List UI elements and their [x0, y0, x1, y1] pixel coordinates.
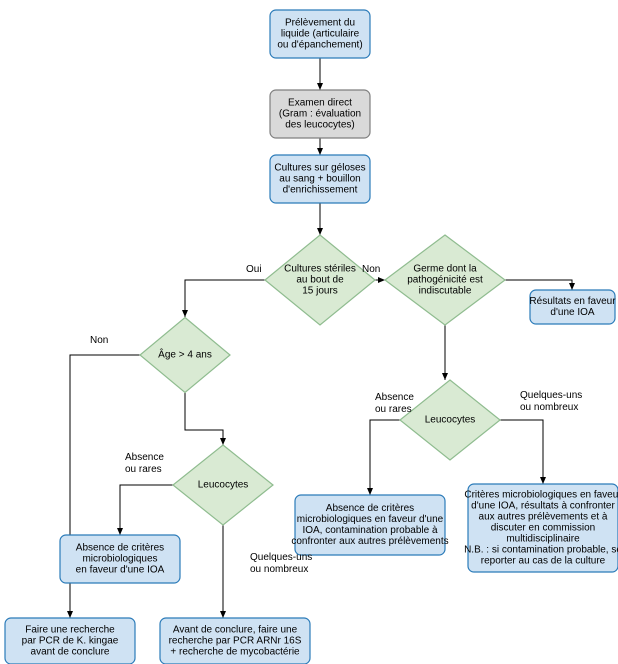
node-label: IOA, contamination probable à: [302, 525, 438, 536]
edge-label: ou nombreux: [520, 402, 578, 413]
node-label: des leucocytes): [285, 120, 354, 131]
node-label: pathogénicité est: [407, 275, 483, 286]
node-label: 15 jours: [302, 286, 338, 297]
edge-label: Quelques-uns: [520, 390, 582, 401]
edge-label: Non: [90, 335, 108, 346]
node-label: Prélèvement du: [285, 18, 355, 29]
node-label: avant de conclure: [31, 647, 110, 658]
node-label: Cultures stériles: [284, 264, 356, 275]
flow-edge: [120, 485, 173, 535]
edge-label: Non: [362, 264, 380, 275]
node-label: en faveur d'une IOA: [76, 565, 165, 576]
node-label: Germe dont la: [413, 264, 477, 275]
node-label: Absence de critères: [326, 503, 414, 514]
node-label: d'une IOA: [550, 307, 594, 318]
node-label: Âge > 4 ans: [158, 348, 212, 361]
node-label: Leucocytes: [425, 415, 476, 426]
node-label: microbiologiques: [82, 554, 157, 565]
node-label: Faire une recherche: [25, 625, 115, 636]
flow-edge: [185, 392, 223, 445]
flow-edge: [505, 280, 572, 290]
node-label: Leucocytes: [198, 480, 249, 491]
edge-label: ou rares: [375, 404, 412, 415]
flow-edge: [185, 280, 265, 317]
edge-label: ou nombreux: [250, 564, 308, 575]
flow-edge: [500, 420, 543, 484]
edge-label: ou rares: [125, 464, 162, 475]
node-label: d'enrichissement: [283, 185, 358, 196]
node-label: (Gram : évaluation: [279, 109, 361, 120]
node-label: Critères microbiologiques en faveur: [464, 490, 618, 501]
node-label: liquide (articulaire: [281, 29, 360, 40]
node-label: multidisciplinaire: [506, 534, 580, 545]
node-label: + recherche de mycobactérie: [170, 647, 300, 658]
node-label: au bout de: [296, 275, 344, 286]
node-label: au sang + bouillon: [279, 174, 360, 185]
node-label: reporter au cas de la culture: [481, 556, 606, 567]
edge-label: Quelques-uns: [250, 552, 312, 563]
node-label: recherche par PCR ARNr 16S: [169, 636, 302, 647]
flow-edge: [370, 420, 400, 495]
node-label: Avant de conclure, faire une: [173, 625, 298, 636]
node-label: ou d'épanchement): [277, 40, 362, 51]
node-label: Absence de critères: [76, 543, 164, 554]
node-label: par PCR de K. kingae: [22, 636, 119, 647]
node-label: Cultures sur géloses: [274, 163, 365, 174]
node-label: Examen direct: [288, 98, 352, 109]
edge-label: Oui: [246, 264, 262, 275]
node-label: indiscutable: [419, 286, 472, 297]
node-label: confronter aux autres prélèvements: [291, 536, 448, 547]
node-label: Résultats en faveur: [529, 296, 616, 307]
edge-label: Absence: [375, 392, 414, 403]
node-label: microbiologiques en faveur d'une: [297, 514, 444, 525]
node-label: discuter en commission: [491, 523, 595, 534]
node-label: N.B. : si contamination probable, se: [464, 545, 618, 556]
node-label: aux autres prélèvements et à: [479, 512, 608, 523]
flowchart: Prélèvement duliquide (articulaireou d'é…: [0, 0, 618, 664]
node-label: d'une IOA, résultats à confronter: [471, 501, 615, 512]
edge-label: Absence: [125, 452, 164, 463]
